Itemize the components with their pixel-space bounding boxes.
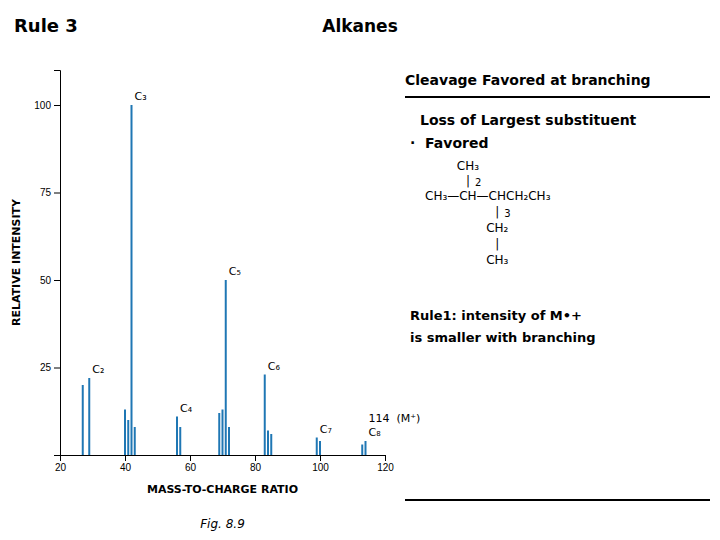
bar (127, 420, 129, 455)
annotation: C₅ (229, 265, 241, 278)
tick-label: 100 (34, 100, 51, 111)
bars (83, 105, 366, 455)
annotation: C₂ (92, 363, 104, 376)
tick: 25 (40, 362, 60, 373)
structure-text: CH₃ (486, 253, 508, 267)
bar (124, 410, 126, 456)
bar (316, 438, 318, 456)
bar (267, 431, 269, 456)
structure-text: 3 (504, 208, 510, 219)
structure-text: CH₃—CH—CHCH₂CH₃ (425, 189, 551, 203)
axis-line (54, 71, 61, 456)
rule-line (405, 499, 710, 501)
x-axis-title: MASS-TO-CHARGE RATIO (147, 483, 298, 496)
bar (218, 413, 220, 455)
tick-label: 60 (185, 462, 197, 473)
structure-text: CH₃ (457, 159, 479, 173)
tick-label: 20 (55, 462, 67, 473)
tick: 120 (377, 455, 394, 473)
tick: 100 (34, 100, 60, 111)
title: Alkanes (322, 16, 398, 36)
caption: Fig. 8.9 (200, 517, 245, 531)
x-axis: 20 40 60 80 100 120 (55, 455, 394, 473)
tick: 20 (55, 455, 67, 473)
y-axis: 25 50 75 100 (34, 71, 60, 456)
bar (319, 441, 321, 455)
tick-mark (54, 105, 60, 106)
bar (228, 427, 230, 455)
note: Loss of Largest substituent (420, 112, 637, 128)
annotation: C₈ (369, 426, 382, 439)
note: Cleavage Favored at branching (405, 72, 651, 88)
bar (131, 105, 133, 455)
note: · Favored (410, 135, 488, 151)
tick-label: 100 (312, 462, 329, 473)
structure: CH₃—CH—CHCH₂CH₃CH₃|23|CH₂|CH₃ (425, 159, 551, 267)
annotation: C₃ (135, 90, 147, 103)
tick: 100 (312, 455, 329, 473)
tick-mark (385, 455, 386, 461)
tick-label: 80 (250, 462, 262, 473)
bar (225, 280, 227, 455)
tick: 50 (40, 275, 60, 286)
chart: Rule 3 Alkanes 20 40 60 80 100 120 25 50 75 100 MASS… (0, 0, 720, 540)
tick-label: 40 (120, 462, 132, 473)
structure-text: CH₂ (486, 221, 508, 235)
bar (365, 441, 367, 455)
tick: 80 (250, 455, 262, 473)
tick-mark (125, 455, 126, 461)
tick: 75 (40, 187, 60, 198)
bar (134, 427, 136, 455)
bar (361, 445, 363, 456)
structure-text: | (495, 205, 499, 219)
tick-mark (54, 368, 60, 369)
annotation: 114 (M⁺) (369, 412, 421, 425)
axis-line (61, 456, 386, 462)
structure-text: | (466, 174, 470, 188)
rule-line (405, 96, 710, 98)
tick-mark (54, 280, 60, 281)
notes: Cleavage Favored at branching Loss of Lar… (405, 72, 651, 345)
bar (222, 410, 224, 456)
annotations: C₃ C₂ C₄ C₅ C₆ C₇ C₈114 (M⁺) (92, 90, 420, 439)
structure-text: 2 (475, 177, 481, 188)
note: is smaller with branching (410, 330, 596, 345)
annotation: C₆ (268, 360, 281, 373)
y-axis-title: RELATIVE INTENSITY (10, 198, 23, 326)
subtitle: Rule 3 (14, 15, 78, 36)
annotation: C₄ (180, 402, 193, 415)
tick-mark (255, 455, 256, 461)
note: Rule1: intensity of M•+ (410, 308, 582, 323)
tick: 40 (120, 455, 132, 473)
annotation: C₇ (320, 423, 332, 436)
bar (264, 375, 266, 456)
tick-label: 75 (40, 187, 52, 198)
tick-mark (320, 455, 321, 461)
structure-text: | (495, 237, 499, 251)
tick-label: 25 (40, 362, 52, 373)
tick: 60 (185, 455, 197, 473)
tick-label: 120 (377, 462, 394, 473)
bar (179, 427, 181, 455)
bar (270, 434, 272, 455)
bar (88, 378, 90, 455)
tick-mark (190, 455, 191, 461)
bar (176, 417, 178, 456)
tick-label: 50 (40, 275, 52, 286)
tick-mark (54, 193, 60, 194)
bar (82, 385, 84, 455)
